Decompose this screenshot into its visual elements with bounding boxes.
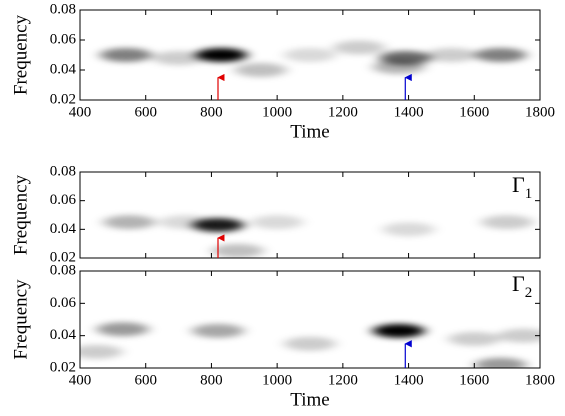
x-axis-label: Time: [290, 121, 329, 142]
y-axis-label: Frequency: [10, 174, 31, 255]
y-tick-label: 0.04: [50, 221, 77, 237]
x-tick-label: 600: [134, 372, 157, 388]
intensity-blob: [211, 243, 264, 258]
heatmap: [100, 40, 527, 77]
y-tick-label: 0.08: [50, 1, 76, 17]
intensity-blob: [103, 215, 156, 230]
intensity-blob: [448, 331, 501, 346]
intensity-blob: [474, 48, 527, 62]
heatmap: [103, 215, 534, 258]
panel-label-main: Γ: [512, 271, 525, 296]
x-tick-label: 1800: [525, 104, 555, 120]
intensity-blob: [284, 336, 336, 351]
intensity-blob: [192, 323, 244, 338]
intensity-blob: [372, 60, 425, 74]
y-tick-label: 0.04: [50, 61, 77, 77]
x-tick-label: 1200: [328, 372, 358, 388]
panel-label: Γ2: [512, 271, 532, 301]
intensity-blob: [251, 215, 304, 230]
plot-frame: [79, 171, 541, 259]
x-tick-label: 1800: [525, 372, 555, 388]
heatmap-blur: [100, 40, 527, 77]
x-tick-label: 1600: [459, 104, 489, 120]
x-tick-label: 600: [134, 104, 157, 120]
y-tick-label: 0.02: [50, 91, 76, 107]
intensity-blob: [100, 48, 152, 62]
x-tick-label: 1000: [262, 372, 292, 388]
y-tick-label: 0.08: [50, 163, 76, 179]
intensity-blob: [425, 48, 478, 62]
intensity-blob: [481, 215, 534, 230]
intensity-blob: [372, 323, 425, 338]
plot-frame: [79, 270, 541, 369]
intensity-blob: [497, 328, 540, 343]
panel-label-sub: 2: [525, 285, 533, 301]
panel-label: Γ1: [512, 172, 532, 202]
x-axis-label: Time: [290, 389, 329, 410]
x-tick-label: 1400: [394, 372, 424, 388]
y-tick-label: 0.02: [50, 359, 76, 375]
y-tick-label: 0.06: [50, 31, 77, 47]
y-axis-label: Frequency: [10, 279, 31, 360]
intensity-blob: [382, 222, 435, 237]
intensity-blob: [96, 322, 149, 337]
x-tick-label: 800: [200, 104, 223, 120]
x-tick-label: 1400: [394, 104, 424, 120]
heatmap-blur: [103, 215, 534, 258]
panel-label-sub: 1: [525, 186, 533, 202]
intensity-blob: [333, 40, 386, 55]
intensity-blob: [195, 48, 248, 62]
intensity-blob: [80, 344, 123, 359]
plot-frame: [79, 9, 541, 101]
y-tick-label: 0.02: [50, 249, 76, 265]
y-tick-label: 0.08: [50, 262, 76, 278]
y-tick-label: 0.04: [50, 327, 77, 343]
panel: 0.02 0.04 0.06 0.08 Frequency Γ1: [10, 163, 541, 265]
y-tick-label: 0.06: [50, 295, 77, 311]
heatmap: [80, 322, 540, 368]
x-tick-label: 800: [200, 372, 223, 388]
x-tick-label: 400: [69, 372, 92, 388]
x-tick-label: 1600: [459, 372, 489, 388]
panel: 400 600 800 1000 1200 1400 1600 1800 0.02 0.04 0.0…: [10, 1, 555, 142]
y-axis-label: Frequency: [10, 14, 31, 95]
y-tick-label: 0.06: [50, 192, 77, 208]
panel-label-main: Γ: [512, 172, 525, 197]
x-tick-label: 1200: [328, 104, 358, 120]
intensity-blob: [474, 357, 527, 368]
heatmap-blur: [80, 322, 540, 368]
x-tick-label: 400: [69, 104, 92, 120]
intensity-blob: [234, 63, 287, 77]
intensity-blob: [152, 51, 205, 65]
x-tick-label: 1000: [262, 104, 292, 120]
intensity-blob: [284, 48, 336, 62]
intensity-blob: [159, 215, 212, 230]
panel: 400 600 800 1000 1200 1400 1600 1800 0.02 0.04 0.0…: [10, 262, 555, 410]
